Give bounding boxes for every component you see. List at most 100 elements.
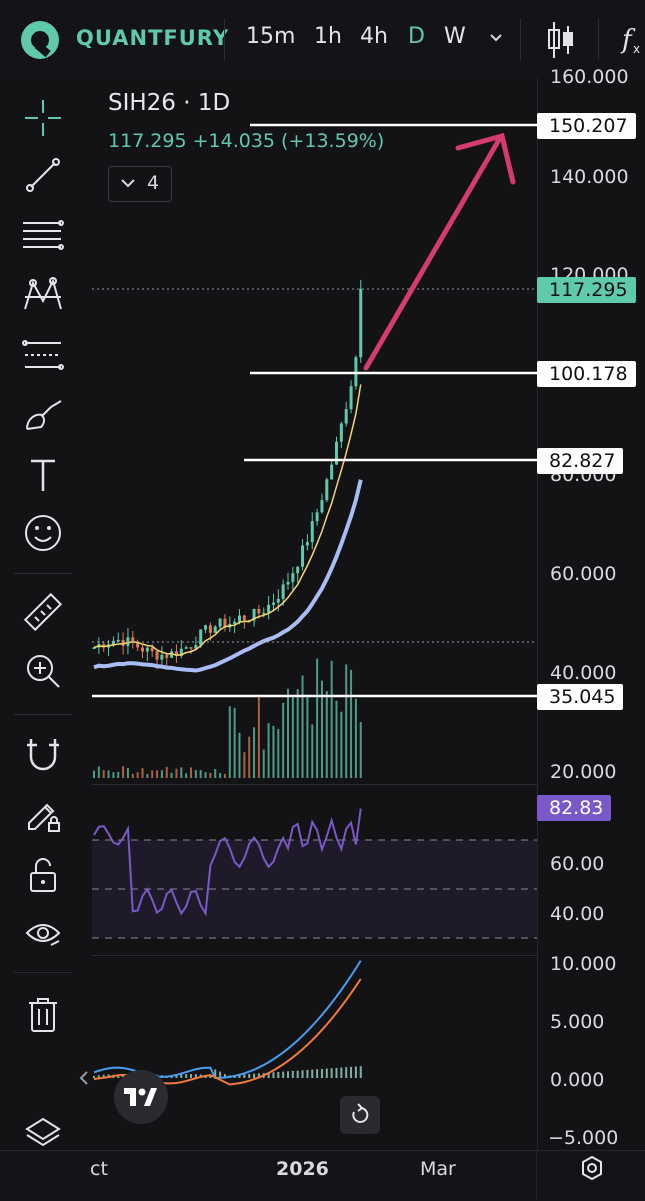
time-label: Mar [420, 1158, 456, 1180]
volume-bar [117, 771, 120, 778]
lock-drawing-icon[interactable] [18, 790, 68, 840]
timeframe-4h[interactable]: 4h [360, 24, 388, 49]
chevron-left-icon[interactable] [78, 1070, 90, 1086]
level-tag-82[interactable]: 82.827 [537, 448, 624, 474]
pattern-icon[interactable] [18, 270, 68, 320]
indicators-fx-icon[interactable]: f x [618, 22, 645, 56]
candle-body [276, 598, 280, 603]
divider [598, 18, 599, 60]
volume-bar [282, 702, 285, 778]
unlock-icon[interactable] [18, 850, 68, 900]
macd-hist-bar [209, 1075, 212, 1078]
timeframe-15m[interactable]: 15m [246, 24, 296, 49]
time-label-year: 2026 [276, 1158, 329, 1180]
macd-hist-bar [330, 1068, 333, 1078]
volume-bar [287, 688, 289, 778]
trendline-icon[interactable] [18, 150, 68, 200]
text-icon[interactable] [18, 450, 68, 500]
symbol-title[interactable]: SIH26 · 1D [108, 90, 231, 116]
candle-body [218, 618, 222, 627]
macd-hist-bar [359, 1066, 362, 1078]
volume-bar [214, 769, 217, 778]
macd-hist-bar [190, 1074, 192, 1078]
candle-body [199, 629, 203, 646]
candle-body [145, 647, 149, 652]
indicators-collapse-button[interactable]: 4 [108, 166, 172, 202]
candle-body [359, 288, 363, 358]
volume-bar [93, 770, 95, 778]
pane-divider[interactable] [92, 955, 645, 956]
candle-body [349, 386, 353, 410]
candle-body [141, 647, 144, 652]
timeframe-d[interactable]: D [408, 24, 425, 49]
volume-bar [345, 664, 348, 778]
level-tag-100[interactable]: 100.178 [537, 361, 636, 387]
volume-bar [204, 772, 207, 778]
macd-hist-bar [175, 1074, 178, 1078]
candle-body [242, 615, 246, 621]
volume-bar [272, 725, 275, 778]
layers-icon[interactable] [18, 1108, 68, 1158]
candles [92, 279, 363, 670]
projection-icon[interactable] [18, 330, 68, 380]
price-axis[interactable] [537, 78, 645, 1150]
macd-hist-bar [316, 1069, 319, 1078]
magnet-icon[interactable] [18, 730, 68, 780]
timeframe-w[interactable]: W [444, 24, 466, 49]
timeframe-1h[interactable]: 1h [314, 24, 342, 49]
target-arrow[interactable] [363, 132, 516, 371]
chevron-down-icon[interactable] [488, 32, 504, 44]
volume-bar [160, 770, 163, 778]
emoji-icon[interactable] [18, 508, 68, 558]
volume-bar [320, 680, 323, 778]
quantfury-logo-icon [21, 21, 59, 59]
volume-bar [126, 768, 129, 778]
eye-icon[interactable] [18, 908, 68, 958]
divider [520, 18, 521, 60]
volume-bar [301, 675, 304, 778]
volume-bar [277, 728, 280, 778]
candle-body [354, 357, 358, 387]
candle-body [291, 573, 295, 582]
volume-bar [146, 773, 149, 778]
volume-bar [112, 772, 115, 778]
volume-bar [262, 749, 265, 778]
candle-body [286, 581, 290, 585]
level-tag-150[interactable]: 150.207 [537, 113, 636, 139]
chart-pane[interactable] [92, 78, 537, 1150]
macd-hist-bar [301, 1070, 304, 1078]
volume-bar [165, 766, 168, 778]
time-axis[interactable] [0, 1150, 645, 1201]
volume-bar [136, 772, 139, 778]
tradingview-icon [124, 1088, 157, 1106]
brush-icon[interactable] [18, 390, 68, 440]
candle-body [155, 651, 159, 660]
rsi-tick: 40.00 [550, 903, 605, 925]
volume-bar [335, 700, 338, 778]
macd-hist-bar [345, 1067, 348, 1078]
indicators-count: 4 [147, 172, 160, 194]
candle-body [179, 648, 183, 656]
svg-text:x: x [633, 42, 640, 56]
macd-hist-bar [282, 1071, 285, 1078]
macd-hist-bar [335, 1067, 338, 1078]
ruler-icon[interactable] [18, 588, 68, 638]
candlestick-icon[interactable] [546, 20, 576, 60]
volume-bar [219, 773, 222, 778]
candle-body [184, 647, 188, 649]
volume-bar [330, 660, 333, 778]
candle-body [160, 654, 164, 660]
tradingview-logo-button[interactable] [114, 1070, 168, 1124]
price-tick: 40.000 [550, 662, 617, 684]
candle-body [165, 654, 169, 658]
crosshair-icon[interactable] [18, 93, 68, 143]
macd-hist-bar [219, 1071, 222, 1078]
candle-body [111, 640, 115, 645]
fib-lines-icon[interactable] [18, 210, 68, 260]
reset-chart-button[interactable] [340, 1096, 380, 1134]
zoom-in-icon[interactable] [18, 646, 68, 696]
pane-divider[interactable] [92, 784, 645, 785]
trash-icon[interactable] [18, 990, 68, 1040]
level-tag-35[interactable]: 35.045 [537, 684, 624, 710]
settings-gear-icon[interactable] [578, 1154, 606, 1182]
